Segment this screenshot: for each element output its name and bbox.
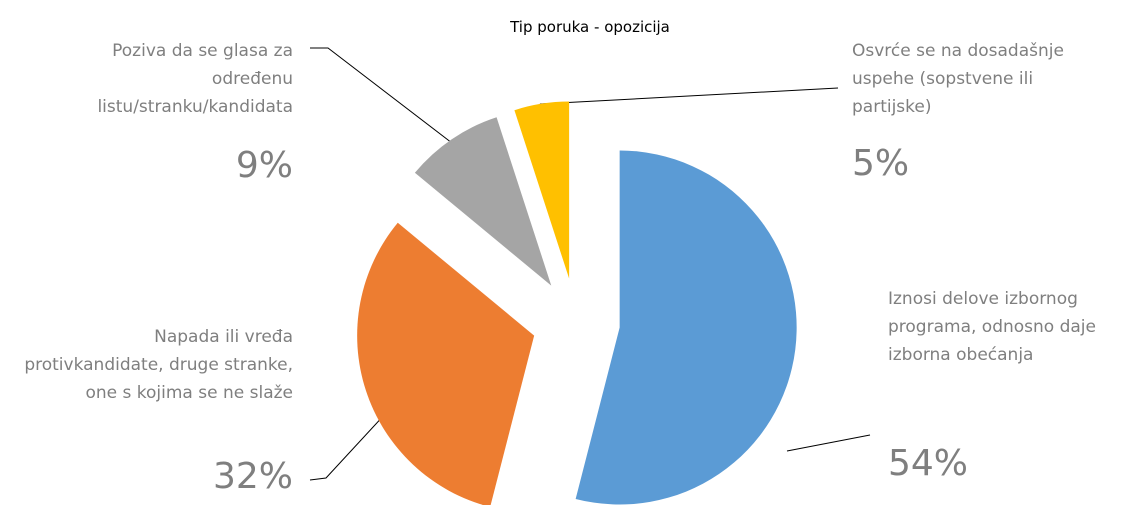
slice-value-label: 5% [852, 143, 910, 184]
slice-value-label: 32% [212, 456, 293, 497]
slice-label: Iznosi delove izbornog programa, odnosno… [888, 289, 1096, 365]
leader-line [786, 434, 871, 452]
pie-slice [575, 150, 797, 505]
slice-value-label: 54% [888, 443, 969, 484]
slice-value-label: 9% [235, 145, 293, 186]
slice-label: Poziva da se glasa za određenu listu/str… [97, 41, 293, 117]
slice-label: Napada ili vređa protivkandidate, druge … [24, 327, 293, 403]
chart-title: Tip poruka - opozicija [510, 18, 670, 36]
leader-line [539, 87, 839, 105]
pie-slice [357, 222, 535, 505]
pie-slice [514, 101, 570, 279]
slice-label: Osvrće se na dosadašnje uspehe (sopstven… [852, 41, 1064, 117]
leader-line [309, 412, 387, 481]
pie-slice [414, 117, 552, 286]
leader-line [310, 47, 453, 144]
